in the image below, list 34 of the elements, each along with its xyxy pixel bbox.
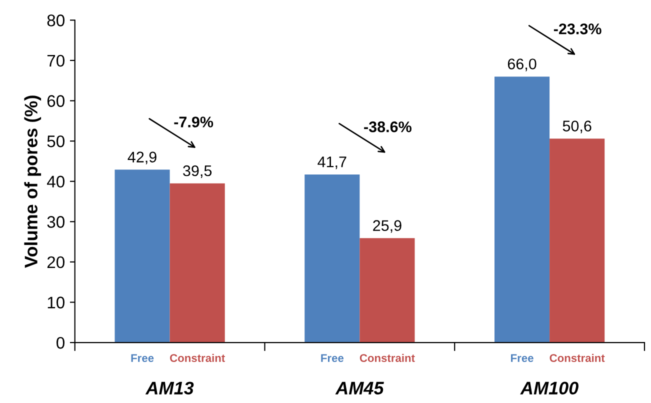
x-tick-label: AM45 (335, 382, 384, 394)
y-tick-label: 60 (47, 95, 64, 107)
bar (550, 138, 605, 343)
y-tick-label: 10 (48, 296, 64, 308)
y-tick-label: 70 (47, 54, 64, 67)
y-tick-label: 0 (56, 336, 64, 349)
y-tick-label: 20 (47, 256, 64, 268)
text: Constraint (360, 354, 415, 362)
text: Constraint (550, 354, 605, 362)
data-label: 39,5 (183, 165, 212, 178)
annotation: -7.9% (174, 116, 214, 128)
bar (494, 76, 550, 343)
y-axis-title: Volume of pores (%) (24, 96, 42, 268)
annotation: -38.6% (364, 121, 412, 132)
annotation: -23.3% (554, 24, 602, 34)
x-tick-label: AM13 (145, 382, 194, 394)
data-label: 66,0 (508, 58, 536, 72)
y-tick-label: 50 (47, 135, 64, 148)
data-label: 25,9 (373, 220, 402, 233)
data-label: 42,9 (128, 152, 156, 164)
data-label: 50,6 (562, 120, 592, 134)
x-tick-label: AM100 (520, 382, 578, 394)
text: Free (511, 354, 534, 362)
series-label: Constraint (170, 354, 225, 362)
data-label: 41,7 (318, 156, 346, 170)
text: Free (321, 354, 344, 362)
bar (170, 183, 225, 343)
series-label: Free (131, 354, 154, 362)
y-tick-label: 30 (47, 216, 64, 228)
y-tick-label: 40 (46, 176, 64, 188)
y-tick-label: 80 (47, 14, 64, 26)
bar (114, 170, 170, 343)
bar (360, 238, 415, 343)
bar (304, 174, 360, 343)
